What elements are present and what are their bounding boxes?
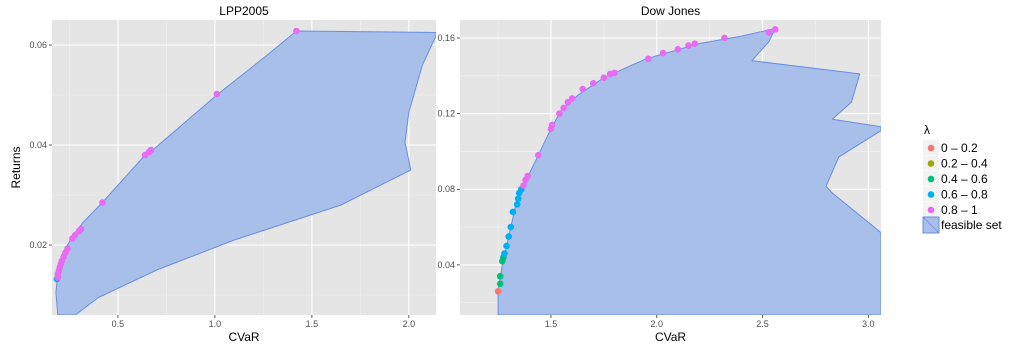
y-tick-label: 0.04 — [437, 260, 455, 270]
frontier-point — [213, 90, 221, 98]
x-axis-label: CVaR — [655, 330, 686, 343]
x-tick-label: 2.5 — [756, 319, 769, 329]
chart-title: LPP2005 — [219, 4, 269, 18]
y-tick-label: 0.16 — [437, 33, 455, 43]
frontier-point — [765, 28, 773, 36]
legend-key-dot — [927, 144, 935, 152]
panel-lpp2005: 0.5 1.0 1.5 2.0 0.02 0.04 0.06 LPP2005 CVaR R… — [9, 4, 436, 344]
frontier-points — [494, 26, 779, 295]
frontier-point — [64, 245, 71, 252]
legend-key-dot — [927, 175, 935, 183]
frontier-point — [507, 223, 515, 231]
x-tick-label: 0.5 — [112, 319, 125, 329]
frontier-point — [556, 110, 563, 117]
frontier-point — [659, 49, 667, 57]
frontier-point — [513, 201, 521, 208]
legend-key-dot — [927, 160, 935, 167]
legend-title: λ — [924, 123, 930, 137]
frontier-point — [514, 195, 522, 203]
frontier-point — [771, 26, 779, 33]
x-axis-label: CVaR — [228, 330, 259, 343]
frontier-points — [53, 27, 300, 283]
y-axis-ticks: 0.02 0.04 0.06 — [29, 40, 52, 250]
frontier-point — [564, 98, 572, 106]
frontier-point — [509, 208, 517, 216]
y-tick-label: 0.02 — [29, 240, 47, 250]
y-tick-label: 0.08 — [437, 184, 455, 194]
frontier-point — [77, 225, 85, 233]
legend-entry-label: 0.2 – 0.4 — [941, 157, 988, 171]
frontier-point — [611, 69, 618, 77]
legend-key-dot — [927, 191, 935, 198]
frontier-point — [600, 74, 608, 81]
feasible-set-legend-label: feasible set — [941, 218, 1002, 232]
frontier-point — [293, 27, 300, 35]
frontier-point — [568, 95, 576, 102]
y-tick-label: 0.04 — [29, 140, 47, 150]
frontier-point — [560, 104, 567, 112]
x-tick-label: 1.5 — [306, 319, 319, 329]
x-tick-label: 3.0 — [862, 319, 875, 329]
frontier-point — [503, 242, 510, 250]
legend: λ 0 – 0.2 0.2 – 0.40.4 – 0.6 0.6 – 0.80.8 … — [922, 123, 1002, 234]
frontier-point — [494, 288, 502, 295]
chart-title: Dow Jones — [641, 4, 700, 18]
frontier-point — [579, 85, 587, 93]
y-axis-label: Returns — [9, 146, 23, 188]
legend-entry-label: 0 – 0.2 — [941, 141, 978, 155]
x-tick-label: 1.5 — [545, 319, 558, 329]
x-tick-label: 2.0 — [650, 319, 663, 329]
frontier-point — [691, 40, 699, 47]
x-tick-label: 2.0 — [403, 319, 416, 329]
frontier-point — [534, 151, 542, 159]
panel-dow-jones: 1.5 2.0 2.5 3.0 0.040.080.120.16 Dow Jones … — [437, 4, 881, 344]
legend-entry-label: 0.8 – 1 — [941, 203, 978, 217]
frontier-point — [548, 121, 556, 129]
frontier-point — [496, 272, 504, 280]
legend-key-dot — [927, 206, 935, 214]
frontier-point — [644, 55, 652, 63]
frontier-point — [505, 233, 512, 240]
x-axis-ticks: 0.5 1.0 1.5 2.0 — [112, 315, 415, 329]
x-tick-label: 1.0 — [209, 319, 222, 329]
frontier-point — [147, 146, 155, 154]
y-tick-label: 0.06 — [29, 40, 47, 50]
frontier-point — [501, 250, 508, 257]
frontier-point — [674, 46, 682, 53]
y-axis-ticks: 0.04 0.08 0.12 0.16 — [437, 33, 460, 270]
frontier-point — [524, 172, 531, 180]
frontier-point — [520, 182, 527, 189]
feasible-set-swatch-slash — [922, 216, 940, 234]
frontier-point — [99, 199, 106, 206]
frontier-point — [496, 280, 504, 288]
y-tick-label: 0.12 — [437, 109, 455, 119]
frontier-point — [685, 42, 692, 49]
legend-entry-label: 0.6 – 0.8 — [941, 188, 988, 202]
frontier-point — [721, 34, 728, 42]
x-axis-ticks: 1.5 2.0 2.5 3.0 — [545, 315, 875, 329]
legend-entry-label: 0.4 – 0.6 — [941, 172, 988, 186]
frontier-point — [589, 80, 597, 87]
